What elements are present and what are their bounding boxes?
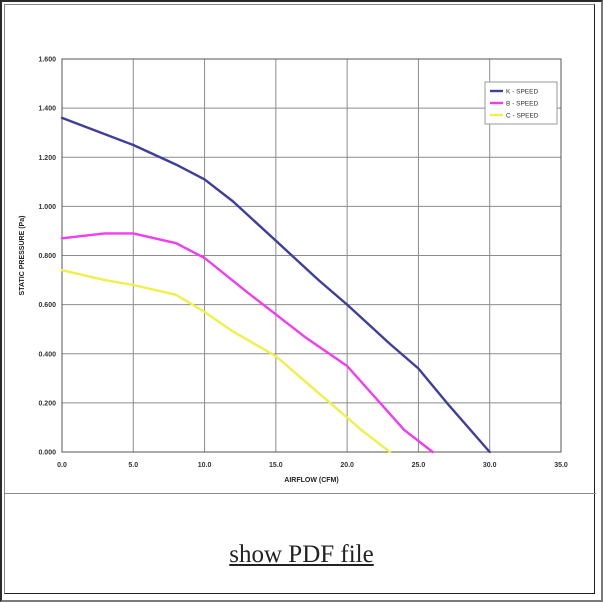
table-cell-border (4, 4, 595, 594)
fan-performance-chart: 0.0 5.0 10.0 15.0 20.0 25.0 30.0 35.0 0.000 0.200… (12, 46, 586, 486)
legend-label: C - SPEED (506, 113, 539, 120)
x-tick-label: 20.0 (340, 462, 354, 469)
plot-area-border (61, 58, 562, 453)
y-tick-label: 1.600 (38, 57, 56, 64)
series-line-1 (60, 116, 491, 454)
x-tick-label: 30.0 (483, 462, 497, 469)
cell-divider (5, 493, 596, 494)
axes: 0.0 5.0 10.0 15.0 20.0 25.0 30.0 35.0 0.000 0.200… (19, 57, 568, 485)
legend: K - SPEED B - SPEED C - SPEED (484, 81, 558, 125)
series-line-3 (60, 268, 392, 454)
series-line-2 (60, 232, 434, 454)
legend-label: K - SPEED (506, 89, 538, 96)
y-tick-label: 0.400 (38, 351, 56, 358)
y-tick-label: 0.000 (38, 450, 56, 457)
x-tick-label: 0.0 (57, 462, 67, 469)
y-tick-label: 1.000 (38, 204, 56, 211)
x-tick-label: 35.0 (554, 462, 568, 469)
y-tick-label: 0.800 (38, 253, 56, 260)
y-tick-label: 0.600 (38, 302, 56, 309)
y-tick-label: 1.200 (38, 155, 56, 162)
x-tick-label: 25.0 (412, 462, 426, 469)
x-tick-label: 5.0 (128, 462, 138, 469)
x-tick-label: 10.0 (198, 462, 212, 469)
y-axis-title: STATIC PRESSURE (Pa) (19, 216, 26, 296)
legend-label: B - SPEED (506, 101, 538, 108)
series (60, 116, 491, 454)
y-tick-label: 0.200 (38, 400, 56, 407)
x-tick-label: 15.0 (269, 462, 283, 469)
x-axis-title: AIRFLOW (CFM) (284, 477, 338, 484)
show-pdf-link[interactable]: show PDF file (229, 541, 374, 568)
y-tick-label: 1.400 (38, 106, 56, 113)
